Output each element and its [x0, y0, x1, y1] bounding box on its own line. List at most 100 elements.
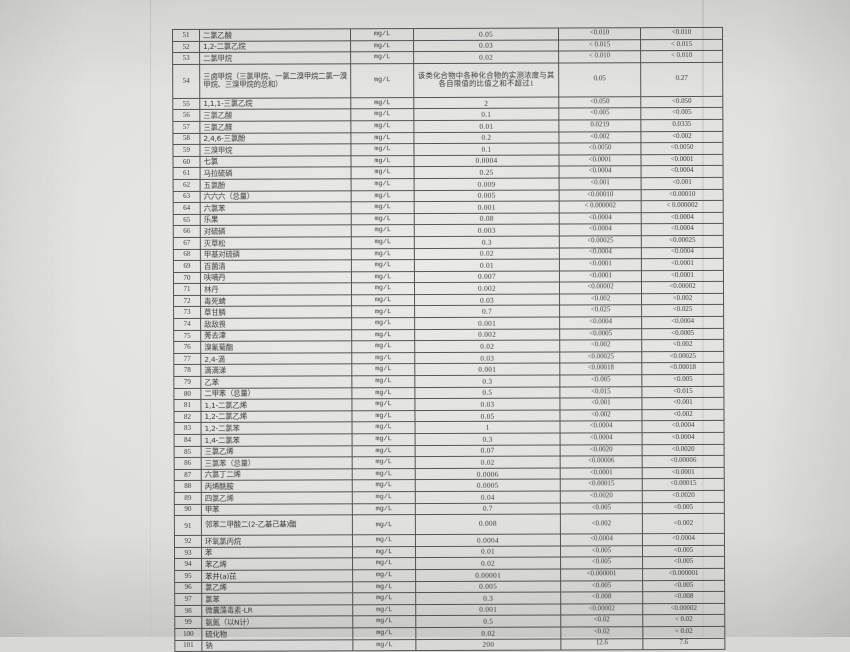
limit-value: 0.02 [415, 557, 561, 570]
parameter-name: 毒死蜱 [200, 294, 352, 307]
parameter-name: 林丹 [200, 283, 352, 296]
parameter-name: 四氯乙烯 [201, 491, 353, 504]
unit-cell: mg/L [352, 456, 416, 469]
measured-value-2: <0.0004 [642, 432, 725, 445]
parameter-name: 六六六（总量） [200, 190, 352, 203]
measured-value-1: <0.00025 [559, 351, 642, 364]
unit-cell: mg/L [352, 514, 416, 535]
parameter-name: 溴氰菊酯 [200, 341, 352, 354]
parameter-name: 乙苯 [200, 375, 352, 389]
row-number: 64 [173, 202, 201, 215]
parameter-name: 邻苯二甲酸二(2-乙基己基)酯 [201, 514, 353, 536]
row-number: 88 [174, 480, 202, 493]
measured-value-2: <0.005 [642, 556, 725, 569]
measured-value-2: <0.0001 [640, 154, 724, 167]
measured-value-1: <0.005 [559, 374, 642, 387]
unit-cell: mg/L [351, 329, 415, 342]
row-number: 95 [174, 570, 202, 583]
limit-value: 0.001 [414, 201, 560, 214]
unit-cell: mg/L [352, 557, 416, 570]
measured-value-1: <0.001 [559, 397, 642, 410]
limit-value: 0.005 [414, 189, 560, 202]
unit-cell: mg/L [351, 398, 415, 411]
parameter-name: 五氯酚 [200, 178, 352, 191]
parameter-name: 三氯乙烯 [201, 445, 353, 458]
table-row: 54 三卤甲烷（三氯甲烷、一氯二溴甲烷二氯一溴甲烷、三溴甲烷的总和） mg/L 该类化… [172, 62, 723, 99]
row-number: 71 [173, 283, 201, 296]
parameter-name: 草甘膦 [200, 306, 352, 319]
measured-value-1: <0.00018 [559, 363, 642, 376]
parameter-name: 马拉硫磷 [200, 167, 352, 180]
limit-value: 2 [413, 96, 559, 109]
row-number: 54 [172, 64, 200, 99]
measured-value-1: < 0.000002 [559, 200, 642, 213]
limit-value: 0.08 [414, 212, 560, 225]
measured-value-1: <0.0004 [560, 421, 643, 434]
limit-value: 1 [415, 421, 561, 434]
unit-cell: mg/L [350, 28, 414, 41]
measured-value-1: <0.0004 [559, 212, 642, 225]
measured-value-2: <0.001 [641, 397, 724, 410]
unit-cell: mg/L [351, 317, 415, 330]
parameter-name: 丙烯酰胺 [201, 480, 353, 493]
limit-value: 0.001 [414, 317, 560, 330]
limit-value: 0.1 [413, 143, 559, 156]
measured-value-1: <0.005 [560, 545, 643, 558]
parameter-name: 莠去津 [200, 329, 352, 342]
row-number: 61 [173, 167, 201, 180]
unit-cell: mg/L [350, 143, 414, 156]
row-number: 76 [173, 341, 201, 354]
parameter-name: 1,2-二氯乙烯 [200, 410, 353, 423]
parameter-name: 二氯乙酸 [199, 28, 351, 41]
parameter-name: 1,1-二氯乙烯 [200, 399, 352, 412]
measured-value-2: <0.0004 [641, 316, 724, 329]
unit-cell: mg/L [352, 491, 416, 504]
results-table: 51 二氯乙酸 mg/L 0.05 <0.010 <0.010 52 1,2-二氯乙烷 mg/L… [172, 27, 725, 652]
parameter-name: 苯 [201, 546, 353, 559]
measured-value-1: <0.0001 [558, 154, 642, 167]
measured-value-1: <0.0020 [560, 490, 643, 503]
measured-value-1: 0.05 [558, 62, 641, 97]
measured-value-1: <0.0004 [560, 533, 643, 546]
parameter-name: 乐果 [200, 213, 352, 226]
measured-value-1: <0.015 [559, 386, 642, 399]
parameter-name: 钠 [201, 639, 353, 652]
unit-cell: mg/L [351, 364, 415, 376]
measured-value-1: <0.0004 [560, 432, 643, 445]
water-quality-results-table: 51 二氯乙酸 mg/L 0.05 <0.010 <0.010 52 1,2-二氯乙烷 mg/L… [172, 27, 725, 652]
row-number: 52 [172, 40, 200, 53]
unit-cell: mg/L [351, 375, 415, 388]
measured-value-2: <0.001 [641, 177, 724, 190]
row-number: 98 [174, 605, 202, 617]
measured-value-1: <0.0004 [559, 166, 642, 178]
measured-value-1: <0.002 [559, 293, 642, 306]
measured-value-1: <0.025 [559, 305, 642, 318]
unit-cell: mg/L [352, 627, 416, 640]
measured-value-2: <0.005 [641, 374, 724, 387]
measured-value-1: <0.00025 [559, 235, 642, 248]
measured-value-2: <0.0004 [641, 246, 724, 259]
measured-value-2: <0.015 [641, 386, 724, 398]
parameter-name: 七氯 [199, 155, 352, 168]
measured-value-2: < 0.000002 [641, 200, 724, 213]
measured-value-2: < 0.02 [642, 614, 725, 627]
parameter-name: 2,4,6-三氯酚 [199, 132, 351, 145]
limit-value: 0.5 [414, 386, 560, 399]
unit-cell: mg/L [352, 569, 416, 582]
parameter-name: 灭草松 [200, 236, 352, 249]
limit-value: 0.02 [414, 340, 560, 353]
measured-value-1: <0.00002 [560, 603, 643, 616]
limit-value: 0.5 [415, 615, 561, 628]
unit-cell: mg/L [352, 534, 416, 547]
measured-value-2: <0.005 [640, 107, 723, 120]
parameter-name: 硫化物 [201, 627, 353, 640]
measured-value-1: <0.005 [560, 557, 643, 569]
measured-value-1: <0.00010 [559, 189, 642, 202]
row-number: 57 [172, 121, 200, 134]
measured-value-1: 0.0219 [558, 119, 641, 132]
row-number: 63 [173, 190, 201, 203]
table-row: 101 钠 mg/L 200 12.6 7.6 [174, 637, 725, 652]
measured-value-2: <0.00002 [641, 281, 724, 294]
unit-cell: mg/L [351, 224, 415, 237]
limit-value: 0.02 [414, 247, 560, 260]
